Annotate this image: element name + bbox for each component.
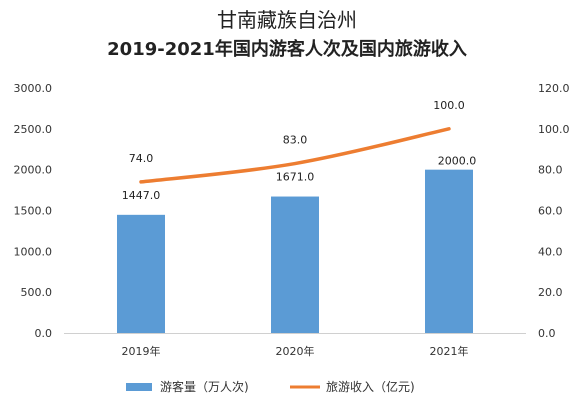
- x-axis: 2019年 2020年 2021年: [64, 333, 526, 358]
- line-data-label: 74.0: [129, 152, 154, 165]
- left-axis: 0.0 500.0 1000.0 1500.0 2000.0 2500.0 3000.0: [14, 82, 53, 340]
- line-data-label: 83.0: [283, 134, 308, 147]
- bar: [425, 169, 473, 333]
- line-data-label: 100.0: [433, 99, 465, 112]
- revenue-line: [139, 127, 451, 184]
- left-axis-tick-label: 0.0: [35, 327, 53, 340]
- bar-data-label: 1671.0: [276, 171, 315, 184]
- x-axis-tick-label: 2019年: [122, 344, 161, 358]
- legend-label-revenue: 旅游收入（亿元): [326, 379, 415, 394]
- bar: [271, 196, 319, 333]
- right-axis-tick-label: 0.0: [538, 327, 556, 340]
- right-axis-tick-label: 120.0: [538, 82, 570, 95]
- right-axis-tick-label: 60.0: [538, 205, 563, 218]
- left-axis-tick-label: 2500.0: [14, 123, 53, 136]
- x-axis-tick-label: 2021年: [430, 344, 469, 358]
- line-series: [139, 127, 451, 184]
- legend-swatch-visitors: [126, 383, 152, 391]
- legend: 游客量（万人次) 旅游收入（亿元): [126, 379, 415, 394]
- left-axis-tick-label: 1000.0: [14, 245, 53, 258]
- bar-data-label: 2000.0: [438, 155, 477, 168]
- left-axis-tick-label: 1500.0: [14, 205, 53, 218]
- data-labels: 1447.0 1671.0 2000.0 74.0 83.0 100.0: [122, 99, 477, 202]
- right-axis-tick-label: 100.0: [538, 123, 570, 136]
- x-axis-tick-label: 2020年: [276, 344, 315, 358]
- bar: [117, 214, 165, 333]
- right-axis-tick-label: 20.0: [538, 286, 563, 299]
- right-axis-tick-label: 40.0: [538, 245, 563, 258]
- left-axis-tick-label: 500.0: [21, 286, 53, 299]
- bar-series: [117, 169, 473, 333]
- right-axis: 0.0 20.0 40.0 60.0 80.0 100.0 120.0: [538, 82, 570, 340]
- right-axis-tick-label: 80.0: [538, 164, 563, 177]
- left-axis-tick-label: 3000.0: [14, 82, 53, 95]
- chart-title: 甘南藏族自治州: [217, 8, 357, 32]
- chart-subtitle: 2019-2021年国内游客人次及国内旅游收入: [107, 38, 467, 60]
- bar-data-label: 1447.0: [122, 189, 161, 202]
- left-axis-tick-label: 2000.0: [14, 164, 53, 177]
- legend-label-visitors: 游客量（万人次): [160, 379, 249, 394]
